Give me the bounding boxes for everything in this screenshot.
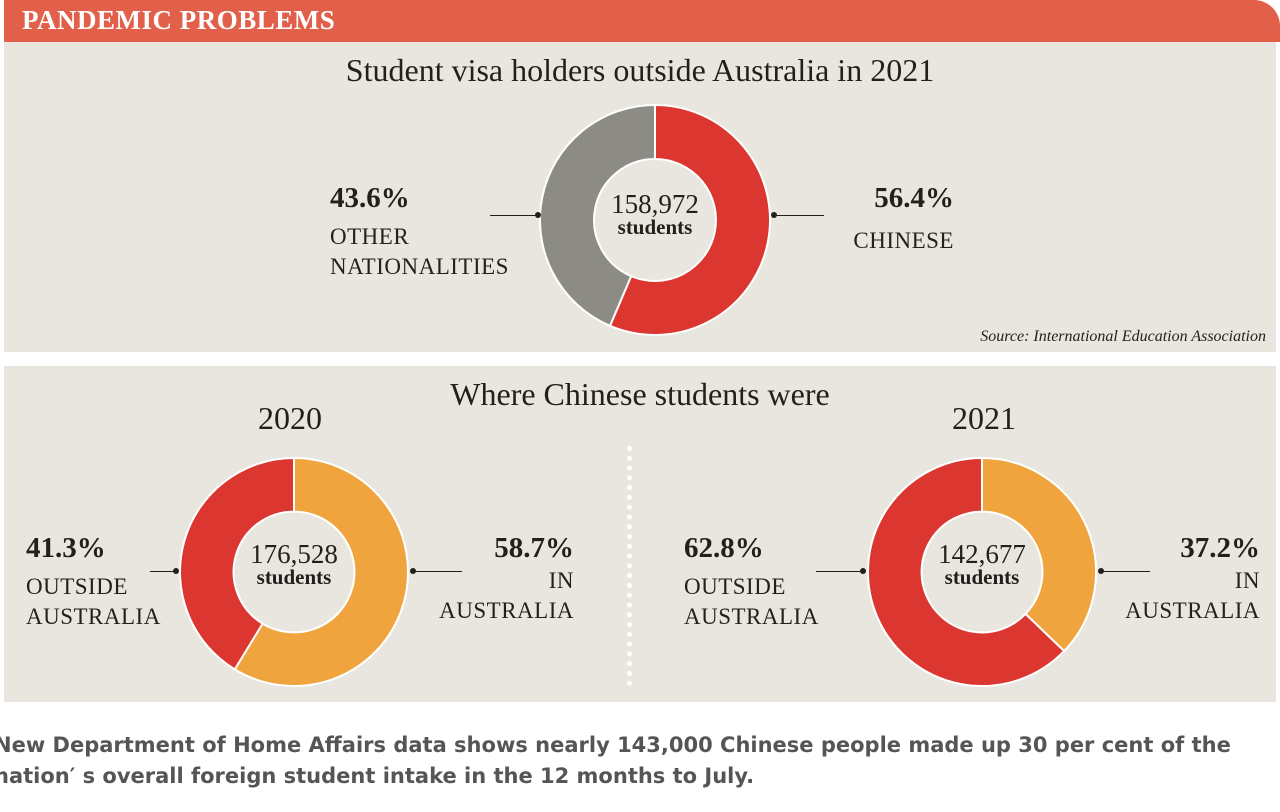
source-note: Source: International Education Associat… <box>980 328 1266 345</box>
other-label-1: OTHER <box>330 224 410 249</box>
total-2020-label: students <box>257 565 332 589</box>
in-2021-label-2: AUSTRALIA <box>1125 598 1260 623</box>
in-2020-pct: 58.7% <box>494 532 574 564</box>
dotted-divider <box>627 446 632 686</box>
leader-line <box>816 571 864 572</box>
in-2020-label-1: IN <box>548 568 574 593</box>
leader-dot <box>1098 568 1104 574</box>
outside-2020-pct: 41.3% <box>26 532 106 564</box>
leader-dot <box>410 568 416 574</box>
caption: New Department of Home Affairs data show… <box>0 730 1280 792</box>
leader-line <box>150 571 176 572</box>
leader-line <box>1100 571 1150 572</box>
leader-line <box>774 215 824 216</box>
caption-line-1: New Department of Home Affairs data show… <box>0 733 1231 757</box>
top-chart-title: Student visa holders outside Australia i… <box>345 52 935 88</box>
outside-2020-label-1: OUTSIDE <box>26 574 128 599</box>
leader-dot <box>860 568 866 574</box>
donut-slice-in-australia <box>233 456 409 687</box>
chinese-label: CHINESE <box>853 228 954 253</box>
donut-chart-2021: 142,677 students <box>867 456 1097 687</box>
total-2020: 176,528 <box>250 539 338 569</box>
leader-dot <box>771 212 777 218</box>
total-2021-label: students <box>945 565 1020 589</box>
donut-chart-top: 158,972 students <box>539 103 771 336</box>
donut-slice-in-australia <box>981 456 1097 653</box>
donut-slice-outside-australia <box>179 456 295 671</box>
in-2021-pct: 37.2% <box>1180 532 1260 564</box>
donut-slice-other-nationalities <box>539 103 656 328</box>
leader-dot <box>173 568 179 574</box>
header-banner: PANDEMIC PROBLEMS <box>4 0 1280 42</box>
other-pct: 43.6% <box>330 182 410 214</box>
donut-chart-2020: 176,528 students <box>179 456 409 687</box>
banner-title: PANDEMIC PROBLEMS <box>22 5 336 35</box>
year-2021: 2021 <box>952 400 1016 436</box>
donut-slice-outside-australia <box>867 456 1066 687</box>
other-label-2: NATIONALITIES <box>330 254 509 279</box>
in-2021-label-1: IN <box>1234 568 1260 593</box>
outside-2021-label-1: OUTSIDE <box>684 574 786 599</box>
donut-slice-chinese <box>608 103 771 336</box>
top-total-label: students <box>618 215 693 239</box>
leader-line <box>490 215 540 216</box>
leader-dot <box>535 212 541 218</box>
leader-line <box>412 571 462 572</box>
outside-2021-label-2: AUSTRALIA <box>684 604 819 629</box>
bottom-chart-title: Where Chinese students were <box>450 376 830 412</box>
outside-2021-pct: 62.8% <box>684 532 764 564</box>
outside-2020-label-2: AUSTRALIA <box>26 604 161 629</box>
chinese-pct: 56.4% <box>874 182 954 214</box>
in-2020-label-2: AUSTRALIA <box>439 598 574 623</box>
caption-line-2: nation′ s overall foreign student intake… <box>0 764 755 788</box>
top-total: 158,972 <box>611 189 699 219</box>
year-2020: 2020 <box>258 400 322 436</box>
total-2021: 142,677 <box>938 539 1026 569</box>
